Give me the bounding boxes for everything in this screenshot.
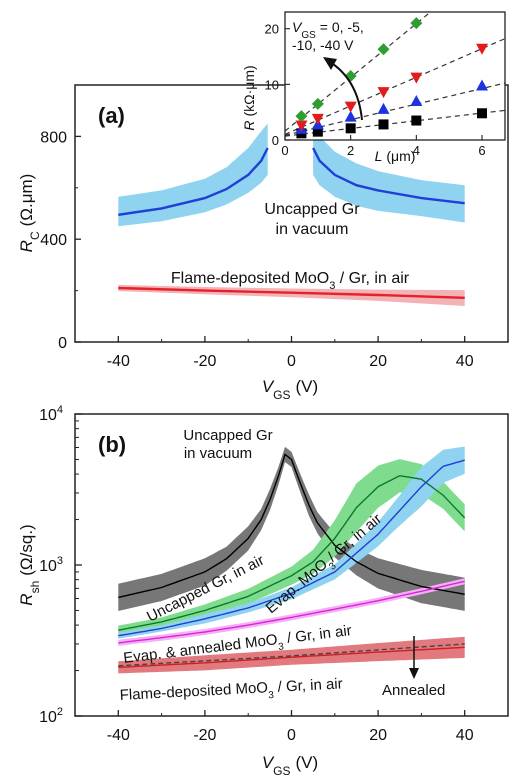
panel-b-series-0 <box>118 453 465 599</box>
panel-b-series-1 <box>118 474 466 631</box>
inset-xlabel: L (μm) <box>375 148 416 164</box>
inset-xtick-label-3: 6 <box>478 143 485 158</box>
inset-xtick-label-1: 2 <box>347 143 354 158</box>
inset-marker-triangle-down <box>344 101 357 113</box>
annotation-flame-deposited-a: Flame-deposited MoO3 / Gr, in air <box>171 270 410 292</box>
inset-fit-3 <box>284 11 431 132</box>
inset-marker-triangle-down <box>311 113 324 125</box>
panel-b-ytick-label-0: 102 <box>39 706 63 726</box>
panel-b-xtick-label-3: 20 <box>369 727 387 744</box>
panel-a-xlabel: VGS (V) <box>262 377 318 402</box>
inset-marker-diamond <box>295 110 308 123</box>
inset-frame <box>284 11 506 141</box>
annealed-arrowhead <box>409 668 419 679</box>
panel-b-xlabel: VGS (V) <box>262 753 318 778</box>
inset-chart: 0 2 4 6 0 10 20 R(kΩ·μm) L (μm) VGS = 0, -5, -10… <box>241 11 506 164</box>
panel-b-band-4 <box>118 636 465 674</box>
panel-a-band-0 <box>118 123 268 227</box>
inset-marker-triangle-up <box>476 79 489 91</box>
annotation-annealed: Annealed <box>382 682 445 699</box>
annotation-flame-deposited-b: Flame-deposited MoO3 / Gr, in air <box>119 675 343 708</box>
panel-b-band-1 <box>118 459 465 635</box>
panel-a-label: (a) <box>98 103 125 128</box>
panel-a-xtick-label-3: 20 <box>369 353 387 370</box>
inset-ytick-label-1: 10 <box>265 77 279 92</box>
panel-a-ytick-label-2: 800 <box>40 129 67 146</box>
inset-marker-triangle-down <box>295 120 308 132</box>
inset-marker-diamond <box>311 97 324 110</box>
inset-ytick-label-2: 20 <box>265 22 279 37</box>
panel-b-series-2 <box>118 459 465 637</box>
panel-b-label: (b) <box>98 432 126 457</box>
inset-arrowhead <box>323 57 337 70</box>
inset-legend-line2: -10, -40 V <box>292 37 354 53</box>
panel-a-ytick-label-0: 0 <box>58 335 67 352</box>
inset-xtick-label-2: 4 <box>413 143 420 158</box>
inset-curved-arrow <box>329 61 363 121</box>
inset-marker-triangle-up <box>377 102 390 114</box>
inset-marker-diamond <box>410 17 423 30</box>
panel-b-xtick-label-0: -40 <box>107 727 130 744</box>
panel-b: -40 -20 0 20 40 102 103 104 (b) Rsh(Ω/sq.) VGS(… <box>17 404 509 778</box>
annotation-uncapped-vacuum-a-line2: in vacuum <box>276 221 349 238</box>
inset-marker-triangle-down <box>410 72 423 84</box>
panel-b-band-2 <box>118 446 465 639</box>
panel-b-ylabel: Rsh(Ω/sq.) <box>17 524 42 605</box>
panel-b-ytick-label-2: 104 <box>39 404 63 424</box>
inset-fit-2 <box>284 38 506 135</box>
panel-b-ytick-label-1: 103 <box>39 555 63 575</box>
panel-a-ytick-label-1: 400 <box>40 232 67 249</box>
inset-legend-line1: VGS = 0, -5, <box>292 19 364 41</box>
panel-b-xtick-label-2: 0 <box>287 727 296 744</box>
inset-marker-square <box>411 115 422 126</box>
panel-b-xtick-label-4: 40 <box>456 727 474 744</box>
panel-b-band-3 <box>118 578 465 646</box>
panel-b-series-4 <box>118 646 465 668</box>
panel-a-series-1 <box>312 147 465 205</box>
panel-a-ylabel: RC(Ω.μm) <box>17 174 42 253</box>
panel-b-series-3 <box>118 580 465 644</box>
inset-ytick-label-0: 0 <box>272 133 279 148</box>
panel-b-band-0 <box>118 446 465 611</box>
inset-marker-square <box>378 119 389 130</box>
inset-xtick-label-0: 0 <box>281 143 288 158</box>
annotation-uncapped-vacuum-b-line1: Uncapped Gr <box>183 427 272 444</box>
inset-marker-diamond <box>377 43 390 56</box>
panel-b-xtick-label-1: -20 <box>193 727 216 744</box>
inset-marker-square <box>345 123 356 134</box>
inset-marker-triangle-down <box>377 87 390 99</box>
panel-a-xtick-label-4: 40 <box>456 353 474 370</box>
annotation-uncapped-vacuum-a-line1: Uncapped Gr <box>264 201 360 218</box>
panel-a-series-2 <box>118 286 465 299</box>
panel-a-xtick-label-2: 0 <box>287 353 296 370</box>
inset-marker-square <box>477 108 488 119</box>
inset-marker-triangle-up <box>344 110 357 122</box>
panel-a-xtick-label-0: -40 <box>107 353 130 370</box>
inset-marker-triangle-down <box>476 43 489 55</box>
inset-marker-triangle-up <box>410 95 423 107</box>
panel-a-series-0 <box>118 147 269 216</box>
inset-ylabel: R(kΩ·μm) <box>241 65 257 130</box>
panel-a-xtick-label-1: -20 <box>193 353 216 370</box>
panel-b-series-5 <box>118 643 465 667</box>
annotation-uncapped-vacuum-b-line2: in vacuum <box>184 445 252 462</box>
